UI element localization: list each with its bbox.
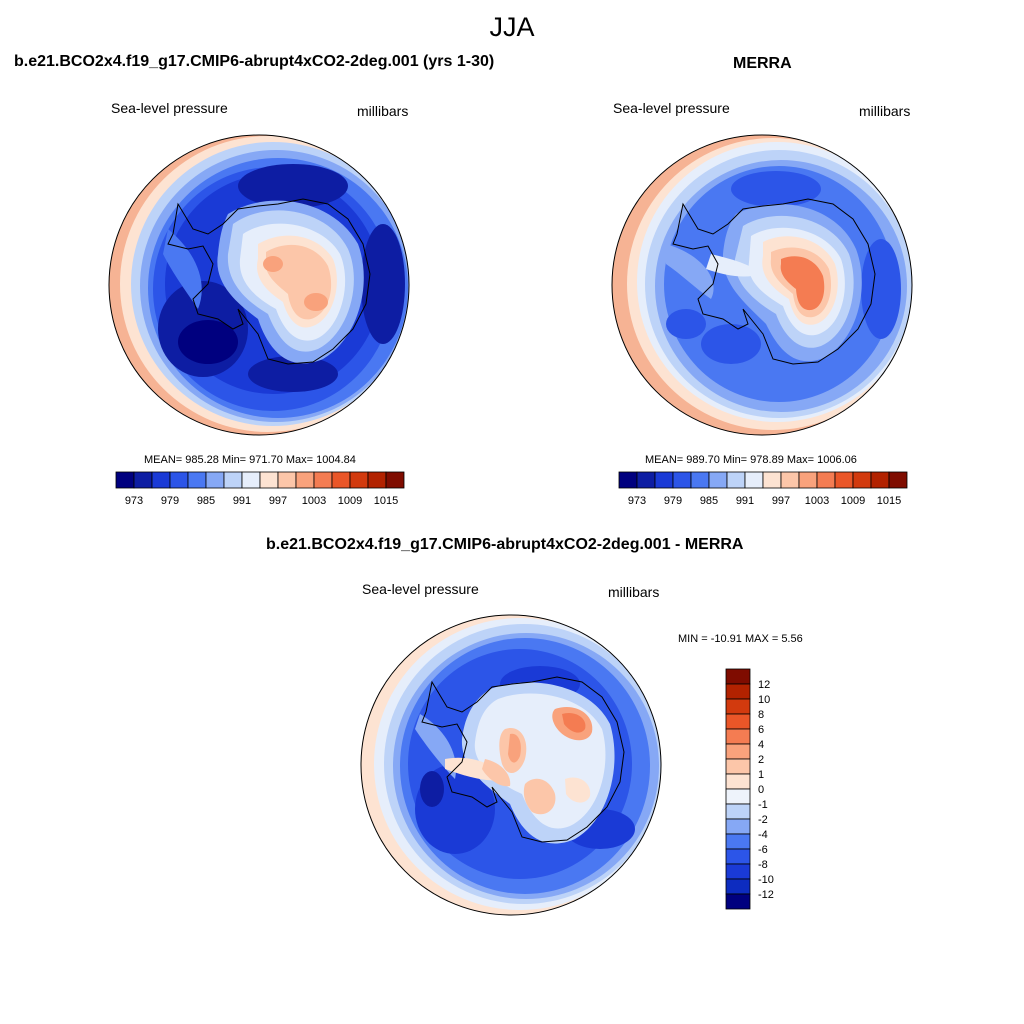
diff-colorbar-tick-label: 4 xyxy=(758,739,764,751)
obs-colorbar-swatch xyxy=(762,471,782,489)
model-colorbar-tick-label: 1003 xyxy=(302,495,326,507)
obs-colorbar-swatch xyxy=(888,471,908,489)
diff-colorbar-tick-label: -2 xyxy=(758,814,768,826)
model-colorbar-tick-label: 991 xyxy=(233,495,251,507)
model-colorbar-tick-label: 979 xyxy=(161,495,179,507)
model-colorbar-swatch xyxy=(313,471,333,489)
model-units-label: millibars xyxy=(357,103,409,119)
model-colorbar-swatch xyxy=(133,471,153,489)
diff-colorbar-swatch xyxy=(725,698,751,715)
diff-colorbar-tick-label: 2 xyxy=(758,754,764,766)
obs-colorbar-tick-label: 985 xyxy=(700,495,718,507)
obs-colorbar-tick-label: 1009 xyxy=(841,495,865,507)
diff-panel-title: b.e21.BCO2x4.f19_g17.CMIP6-abrupt4xCO2-2… xyxy=(266,536,744,553)
diff-colorbar-swatch xyxy=(725,743,751,760)
model-colorbar-tick-label: 1015 xyxy=(374,495,398,507)
diff-colorbar-swatch xyxy=(725,833,751,850)
diff-colorbar-tick-label: 0 xyxy=(758,784,764,796)
obs-colorbar-swatch xyxy=(744,471,764,489)
diff-colorbar-tick-label: 8 xyxy=(758,709,764,721)
obs-colorbar-swatch xyxy=(834,471,854,489)
model-colorbar-swatch xyxy=(169,471,189,489)
obs-colorbar: 973 979 985 991 997 1003 1009 1015 xyxy=(618,471,908,507)
model-colorbar-swatch xyxy=(223,471,243,489)
diff-colorbar-swatch xyxy=(725,863,751,880)
diff-units-label: millibars xyxy=(608,584,660,600)
diff-colorbar-swatch xyxy=(725,878,751,895)
model-colorbar-swatch xyxy=(277,471,297,489)
model-stats: MEAN= 985.28 Min= 971.70 Max= 1004.84 xyxy=(144,454,356,466)
diff-colorbar-swatch xyxy=(725,848,751,865)
diff-colorbar-tick-label: 12 xyxy=(758,679,770,691)
model-colorbar-tick-label: 997 xyxy=(269,495,287,507)
diff-colorbar-swatch xyxy=(725,788,751,805)
diff-colorbar-tick-label: -8 xyxy=(758,859,768,871)
model-polar-map xyxy=(108,134,410,436)
obs-colorbar-tick-label: 997 xyxy=(772,495,790,507)
obs-colorbar-swatch xyxy=(852,471,872,489)
diff-colorbar-swatch xyxy=(725,773,751,790)
diff-stats: MIN = -10.91 MAX = 5.56 xyxy=(678,633,803,645)
model-colorbar-swatch xyxy=(385,471,405,489)
model-var-label: Sea-level pressure xyxy=(111,100,228,116)
obs-polar-map xyxy=(611,134,913,436)
model-colorbar-swatch xyxy=(367,471,387,489)
obs-colorbar-swatch xyxy=(636,471,656,489)
diff-colorbar-swatch xyxy=(725,683,751,700)
model-colorbar-swatch xyxy=(151,471,171,489)
diff-colorbar-swatch xyxy=(725,668,751,685)
obs-colorbar-tick-label: 973 xyxy=(628,495,646,507)
obs-colorbar-swatch xyxy=(654,471,674,489)
diff-colorbar-swatch xyxy=(725,893,751,910)
obs-units-label: millibars xyxy=(859,103,911,119)
model-colorbar-swatch xyxy=(187,471,207,489)
diff-colorbar-tick-label: -1 xyxy=(758,799,768,811)
diff-colorbar-swatch xyxy=(725,728,751,745)
model-colorbar-swatch xyxy=(205,471,225,489)
obs-stats: MEAN= 989.70 Min= 978.89 Max= 1006.06 xyxy=(645,454,857,466)
obs-colorbar-swatch xyxy=(780,471,800,489)
obs-colorbar-tick-label: 1015 xyxy=(877,495,901,507)
diff-colorbar-swatch xyxy=(725,803,751,820)
diff-colorbar-swatch xyxy=(725,818,751,835)
diff-colorbar-tick-label: -12 xyxy=(758,889,774,901)
model-colorbar-swatch xyxy=(331,471,351,489)
diff-colorbar-tick-label: 1 xyxy=(758,769,764,781)
obs-colorbar-swatch xyxy=(690,471,710,489)
model-colorbar-swatch xyxy=(115,471,135,489)
obs-colorbar-swatch xyxy=(726,471,746,489)
obs-var-label: Sea-level pressure xyxy=(613,100,730,116)
obs-colorbar-tick-label: 1003 xyxy=(805,495,829,507)
diff-colorbar-tick-label: 10 xyxy=(758,694,770,706)
diff-colorbar-tick-label: 6 xyxy=(758,724,764,736)
diff-colorbar-tick-label: -10 xyxy=(758,874,774,886)
diff-colorbar-tick-label: -4 xyxy=(758,829,768,841)
model-colorbar-tick-label: 985 xyxy=(197,495,215,507)
obs-colorbar-swatch xyxy=(618,471,638,489)
figure-title: JJA xyxy=(489,12,535,42)
obs-colorbar-swatch xyxy=(672,471,692,489)
model-panel-title: b.e21.BCO2x4.f19_g17.CMIP6-abrupt4xCO2-2… xyxy=(14,53,495,70)
diff-colorbar-swatch xyxy=(725,713,751,730)
obs-colorbar-tick-label: 979 xyxy=(664,495,682,507)
obs-colorbar-swatch xyxy=(870,471,890,489)
model-colorbar-swatch xyxy=(241,471,261,489)
model-colorbar-swatch xyxy=(349,471,369,489)
diff-var-label: Sea-level pressure xyxy=(362,581,479,597)
obs-colorbar-swatch xyxy=(798,471,818,489)
diff-colorbar-tick-label: -6 xyxy=(758,844,768,856)
obs-panel-title: MERRA xyxy=(733,55,792,72)
obs-colorbar-tick-label: 991 xyxy=(736,495,754,507)
model-colorbar-swatch xyxy=(295,471,315,489)
diff-colorbar-swatch xyxy=(725,758,751,775)
model-colorbar: 973 979 985 991 997 1003 1009 1015 xyxy=(115,471,405,507)
obs-colorbar-swatch xyxy=(708,471,728,489)
model-colorbar-swatch xyxy=(259,471,279,489)
diff-polar-map xyxy=(360,614,662,916)
obs-colorbar-swatch xyxy=(816,471,836,489)
model-colorbar-tick-label: 1009 xyxy=(338,495,362,507)
model-colorbar-tick-label: 973 xyxy=(125,495,143,507)
